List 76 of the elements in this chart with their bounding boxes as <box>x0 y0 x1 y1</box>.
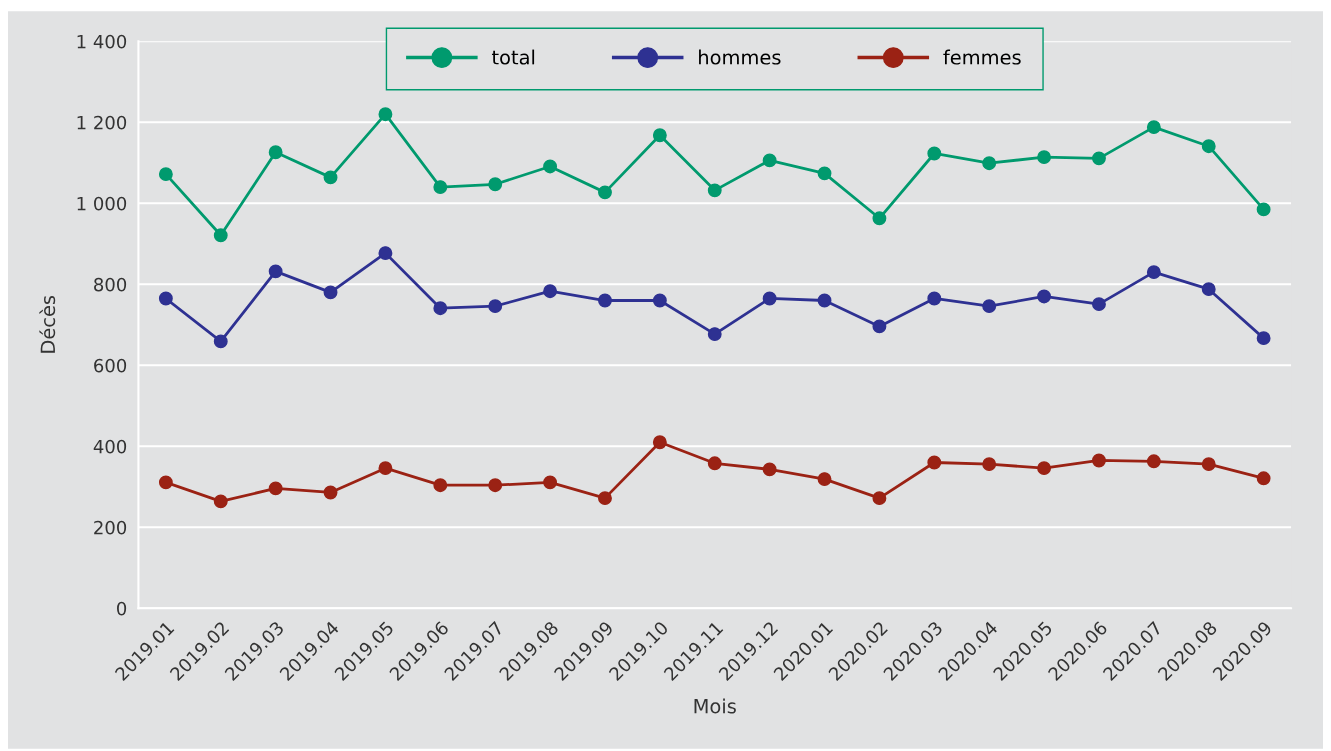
point <box>652 128 667 143</box>
point <box>378 461 393 476</box>
point <box>378 107 393 122</box>
point <box>982 299 997 314</box>
point <box>1256 202 1271 217</box>
point <box>323 485 338 500</box>
point <box>433 301 448 316</box>
legend-label: hommes <box>699 49 781 65</box>
point <box>1092 151 1106 166</box>
point <box>707 456 722 471</box>
point <box>598 293 612 308</box>
point <box>652 293 667 308</box>
point <box>762 462 777 477</box>
point <box>1256 331 1271 346</box>
y-tick-label: 400 <box>93 439 127 454</box>
point <box>1146 265 1161 280</box>
point <box>598 491 612 506</box>
y-tick-label: 1 400 <box>77 34 127 49</box>
point <box>927 291 942 306</box>
point <box>488 478 503 493</box>
y-tick-label: 600 <box>94 358 127 373</box>
point <box>488 299 503 314</box>
point <box>268 145 283 160</box>
point <box>1201 282 1216 297</box>
point <box>982 457 997 472</box>
point <box>213 334 228 349</box>
point <box>488 177 503 192</box>
point <box>652 435 667 450</box>
point <box>268 264 283 279</box>
point <box>213 494 228 509</box>
point <box>927 455 942 470</box>
point <box>872 211 887 226</box>
point <box>1037 289 1052 304</box>
point <box>543 475 558 490</box>
point <box>323 285 338 300</box>
point <box>1037 461 1052 476</box>
point <box>213 228 228 243</box>
point <box>598 185 612 200</box>
point <box>762 153 777 168</box>
point <box>817 166 832 181</box>
x-axis-title: Mois <box>694 698 736 714</box>
point <box>1037 150 1052 165</box>
point <box>1256 471 1271 486</box>
point <box>268 481 283 496</box>
point <box>872 491 887 506</box>
y-tick-label: 1 000 <box>77 196 127 211</box>
point <box>762 291 777 306</box>
legend-label: femmes <box>943 49 1021 65</box>
point <box>707 183 722 198</box>
y-tick-label: 800 <box>94 277 127 292</box>
y-tick-label: 1 200 <box>77 115 127 130</box>
point <box>543 284 558 299</box>
point <box>1201 139 1216 154</box>
point <box>927 146 942 161</box>
point <box>1146 454 1161 469</box>
point <box>1201 457 1216 472</box>
point <box>872 319 887 334</box>
point <box>1146 120 1161 135</box>
point <box>1092 297 1106 312</box>
point <box>982 156 997 171</box>
point <box>433 478 448 493</box>
legend-label: total <box>491 49 535 65</box>
point <box>817 293 832 308</box>
point <box>158 167 173 182</box>
point <box>817 472 832 487</box>
y-axis-title: Décès <box>39 295 56 353</box>
y-tick-label: 0 <box>117 601 127 616</box>
point <box>158 475 173 490</box>
point <box>323 170 338 185</box>
y-tick-label: 200 <box>94 520 127 535</box>
point <box>543 159 558 174</box>
point <box>1092 453 1106 468</box>
point <box>433 180 448 195</box>
point <box>378 246 393 261</box>
point <box>158 291 173 306</box>
point <box>707 327 722 342</box>
